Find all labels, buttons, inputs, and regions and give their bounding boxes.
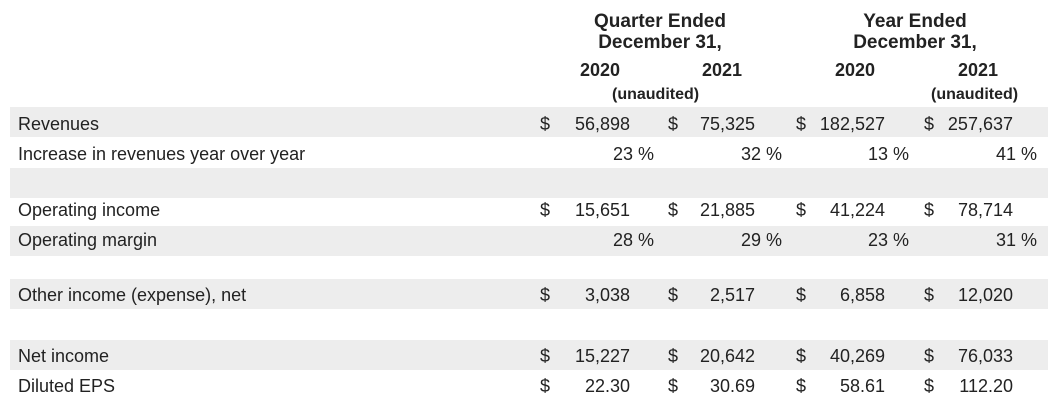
currency-symbol: $ (924, 114, 935, 134)
currency-symbol: $ (668, 346, 679, 366)
row-label: Net income (18, 346, 110, 366)
currency-symbol: $ (668, 114, 679, 134)
column-year-y2020: 2020 (834, 60, 875, 80)
currency-symbol: $ (924, 346, 935, 366)
value-y2021: 78,714 (957, 200, 1013, 220)
table-row-operating-income: Operating income $ 15,651 $ 21,885 $ 41,… (10, 195, 1048, 225)
year-ended-header: Year Ended December 31, (815, 11, 1015, 53)
value-y2021: 12,020 (957, 285, 1013, 305)
value-y2020: 6,858 (839, 285, 885, 305)
shaded-band (10, 107, 1048, 137)
value-y2020: 41,224 (829, 200, 885, 220)
quarter-unaudited-label: (unaudited) (612, 86, 700, 103)
table-row-diluted-eps: Diluted EPS $ 22.30 $ 30.69 $ 58.61 $ 11… (10, 371, 1048, 401)
table-row-net-income: Net income $ 15,227 $ 20,642 $ 40,269 $ … (10, 341, 1048, 371)
value-q2021: 20,642 (699, 346, 755, 366)
shaded-band (10, 168, 1048, 198)
value-q2021: 75,325 (699, 114, 755, 134)
value-q2020: 23 % (612, 144, 654, 164)
year-ended-subtitle: December 31, (853, 32, 977, 53)
shaded-band (10, 226, 1048, 256)
value-q2020: 15,227 (574, 346, 630, 366)
value-q2020: 56,898 (574, 114, 630, 134)
currency-symbol: $ (796, 114, 807, 134)
table-row-revenues: Revenues $ 56,898 $ 75,325 $ 182,527 $ 2… (10, 109, 1048, 139)
currency-symbol: $ (540, 114, 551, 134)
value-y2020: 182,527 (819, 114, 885, 134)
value-y2021: 257,637 (947, 114, 1013, 134)
value-q2021: 32 % (740, 144, 782, 164)
value-y2020: 13 % (867, 144, 909, 164)
row-label: Diluted EPS (18, 376, 116, 396)
currency-symbol: $ (924, 285, 935, 305)
value-q2020: 28 % (612, 230, 654, 250)
row-label: Increase in revenues year over year (18, 144, 306, 164)
currency-symbol: $ (540, 346, 551, 366)
value-q2020: 22.30 (584, 376, 630, 396)
currency-symbol: $ (924, 376, 935, 396)
shaded-band (10, 340, 1048, 370)
currency-symbol: $ (796, 285, 807, 305)
quarter-ended-title: Quarter Ended (594, 11, 726, 32)
currency-symbol: $ (540, 200, 551, 220)
value-y2020: 40,269 (829, 346, 885, 366)
value-q2021: 29 % (740, 230, 782, 250)
table-row-operating-margin: Operating margin 28 % 29 % 23 % 31 % (10, 225, 1048, 255)
quarter-ended-header: Quarter Ended December 31, (560, 11, 760, 53)
currency-symbol: $ (540, 376, 551, 396)
currency-symbol: $ (796, 346, 807, 366)
column-year-q2021: 2021 (701, 60, 742, 80)
row-label: Revenues (18, 114, 100, 134)
table-row-revenue-growth: Increase in revenues year over year 23 %… (10, 139, 1048, 169)
shaded-band (10, 279, 1048, 309)
currency-symbol: $ (668, 200, 679, 220)
row-label: Other income (expense), net (18, 285, 247, 305)
year-unaudited-label: (unaudited) (931, 86, 1019, 103)
currency-symbol: $ (796, 376, 807, 396)
value-y2020: 58.61 (839, 376, 885, 396)
quarter-ended-subtitle: December 31, (598, 32, 722, 53)
year-ended-title: Year Ended (863, 11, 967, 32)
value-q2021: 30.69 (709, 376, 755, 396)
row-label: Operating income (18, 200, 161, 220)
value-q2020: 15,651 (574, 200, 630, 220)
currency-symbol: $ (796, 200, 807, 220)
column-year-y2021: 2021 (957, 60, 998, 80)
value-y2021: 31 % (995, 230, 1037, 250)
row-label: Operating margin (18, 230, 158, 250)
value-q2020: 3,038 (584, 285, 630, 305)
table-row-other-income: Other income (expense), net $ 3,038 $ 2,… (10, 280, 1048, 310)
column-year-q2020: 2020 (579, 60, 620, 80)
value-y2021: 41 % (995, 144, 1037, 164)
value-y2021: 76,033 (957, 346, 1013, 366)
value-q2021: 2,517 (709, 285, 755, 305)
value-y2021: 112.20 (959, 376, 1013, 396)
currency-symbol: $ (668, 376, 679, 396)
currency-symbol: $ (540, 285, 551, 305)
value-y2020: 23 % (867, 230, 909, 250)
currency-symbol: $ (924, 200, 935, 220)
currency-symbol: $ (668, 285, 679, 305)
value-q2021: 21,885 (699, 200, 755, 220)
